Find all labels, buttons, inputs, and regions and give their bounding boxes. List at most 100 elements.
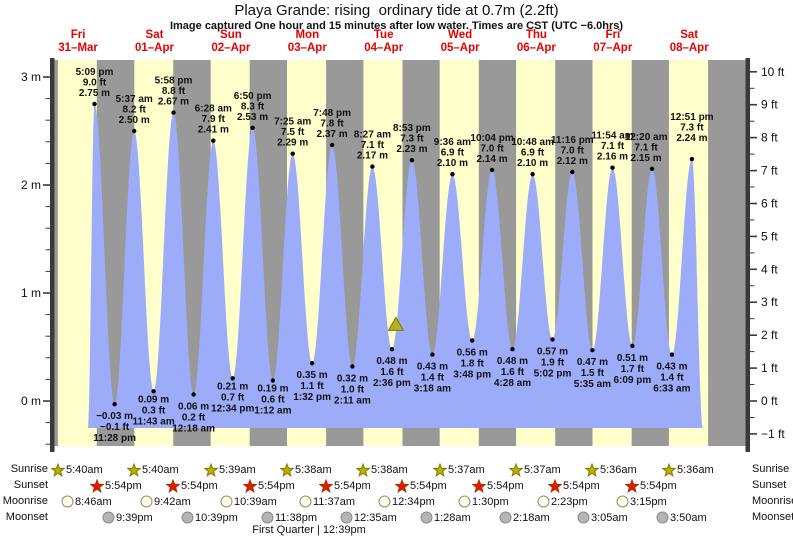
low-tide-time: 3:18 am <box>414 384 451 395</box>
high-tide-ft: 7.5 ft <box>281 127 305 138</box>
high-tide-time: 5:58 pm <box>155 76 193 87</box>
right-axis-label: 3 ft <box>761 295 778 309</box>
moonset-event: 2:18am <box>499 510 550 525</box>
low-tide-m: 0.43 m <box>656 362 687 373</box>
low-tide-time: 1:32 pm <box>293 392 331 403</box>
left-axis-label: 2 m <box>21 178 41 192</box>
low-tide-m: 0.06 m <box>178 402 209 413</box>
moonset-time: 1:28am <box>434 511 471 524</box>
low-tide-ft: 0.3 ft <box>142 405 166 416</box>
high-tide-m: 2.15 m <box>631 153 662 164</box>
moonset-event: 12:35am <box>340 510 397 525</box>
sunset-event: 5:54pm <box>625 478 677 493</box>
left-axis <box>50 58 55 452</box>
high-tide-time: 9:36 am <box>434 137 471 148</box>
moonset-circle-icon <box>340 511 353 524</box>
high-tide-dot <box>290 151 295 156</box>
moonset-circle-icon <box>577 511 590 524</box>
low-tide-ft: 1.4 ft <box>421 373 445 384</box>
low-tide-dot <box>270 378 276 383</box>
sunrise-star-icon <box>280 462 294 477</box>
high-tide-m: 2.10 m <box>517 158 548 169</box>
low-tide-ft: 1.6 ft <box>380 367 404 378</box>
moonrise-time: 12:34pm <box>392 495 435 508</box>
sunrise-event: 5:36am <box>662 462 714 477</box>
low-tide-time: 4:28 am <box>494 378 531 389</box>
high-tide-time: 10:48 am <box>511 137 554 148</box>
sunrise-star-icon <box>662 462 676 477</box>
day-label-dow: Sat <box>680 29 698 41</box>
sunrise-star-icon <box>509 462 523 477</box>
low-tide-ft: 1.4 ft <box>660 373 684 384</box>
sunrise-time: 5:37am <box>524 463 561 476</box>
low-tide-time: 1:12 am <box>254 406 291 417</box>
moonrise-time: 3:15pm <box>630 495 667 508</box>
low-tide-m: 0.47 m <box>577 357 608 368</box>
left-axis-label: 1 m <box>21 286 41 300</box>
low-tide-time: 3:48 pm <box>453 370 491 381</box>
moonset-event: 1:28am <box>420 510 471 525</box>
sunrise-star-icon <box>51 462 65 477</box>
high-tide-m: 2.53 m <box>237 112 268 123</box>
high-tide-dot <box>370 164 375 169</box>
moonrise-time: 2:23pm <box>551 495 588 508</box>
day-label-date: 01–Apr <box>135 42 175 54</box>
day-label-dow: Fri <box>605 29 620 41</box>
tide-annotations <box>92 101 695 407</box>
low-tide-dot <box>669 352 675 357</box>
sunset-event: 5:54pm <box>90 478 142 493</box>
high-tide-m: 2.41 m <box>198 125 229 136</box>
low-tide-m: 0.32 m <box>337 373 368 384</box>
high-tide-dot <box>649 166 655 171</box>
low-tide-dot <box>470 338 475 343</box>
high-tide-ft: 7.1 ft <box>361 140 385 151</box>
astro-label-sunrise-left: Sunrise <box>10 463 48 475</box>
low-tide-dot <box>151 389 156 394</box>
moonrise-time: 11:37am <box>313 495 355 508</box>
high-tide-time: 5:37 am <box>116 94 153 105</box>
sunset-time: 5:54pm <box>258 479 295 492</box>
low-tide-m: 0.21 m <box>217 381 248 392</box>
high-tide-ft: 8.8 ft <box>162 86 186 97</box>
sunrise-event: 5:38am <box>280 462 332 477</box>
day-label-date: 08–Apr <box>670 42 710 54</box>
low-tide-dot <box>389 347 395 352</box>
moonrise-time: 8:46am <box>75 495 112 508</box>
high-tide-dot <box>329 142 335 148</box>
high-tide-dot <box>530 172 535 177</box>
high-tide-ft: 7.9 ft <box>202 114 226 125</box>
low-tide-time: 11:43 am <box>132 416 174 427</box>
sunrise-event: 5:36am <box>585 462 637 477</box>
sunset-star-icon <box>625 478 639 493</box>
sunset-event: 5:54pm <box>395 478 447 493</box>
high-tide-ft: 6.9 ft <box>441 148 465 159</box>
low-tide-ft: 1.7 ft <box>621 364 645 375</box>
right-axis-label: 0 ft <box>761 394 778 408</box>
low-tide-ft: 1.1 ft <box>300 381 324 392</box>
moonrise-event: 11:37am <box>299 494 355 509</box>
low-tide-ft: 1.0 ft <box>341 384 365 395</box>
low-tide-ft: 1.8 ft <box>461 359 485 370</box>
low-tide-time: 12:18 am <box>172 424 215 435</box>
sunset-star-icon <box>548 478 562 493</box>
moonset-event: 3:50am <box>656 510 707 525</box>
moonrise-time: 1:30pm <box>472 495 509 508</box>
high-tide-dot <box>570 169 575 175</box>
high-tide-ft: 7.3 ft <box>400 134 424 145</box>
sunrise-time: 5:40am <box>66 463 103 476</box>
high-tide-time: 5:09 pm <box>76 67 114 78</box>
moonset-circle-icon <box>181 511 194 524</box>
low-tide-m: 0.43 m <box>417 362 448 373</box>
moonrise-circle-icon <box>140 495 153 508</box>
sunrise-star-icon <box>356 462 370 477</box>
low-tide-m: −0.03 m <box>96 411 133 422</box>
high-tide-m: 2.24 m <box>676 133 707 144</box>
right-axis-label: 7 ft <box>761 164 778 178</box>
high-tide-dot <box>132 128 137 134</box>
sunrise-event: 5:40am <box>51 462 103 477</box>
low-tide-ft: 1.5 ft <box>581 368 605 379</box>
right-axis-label: 9 ft <box>761 98 778 112</box>
moonrise-event: 9:42am <box>140 494 191 509</box>
low-tide-m: 0.56 m <box>457 348 488 359</box>
sunset-star-icon <box>395 478 409 493</box>
